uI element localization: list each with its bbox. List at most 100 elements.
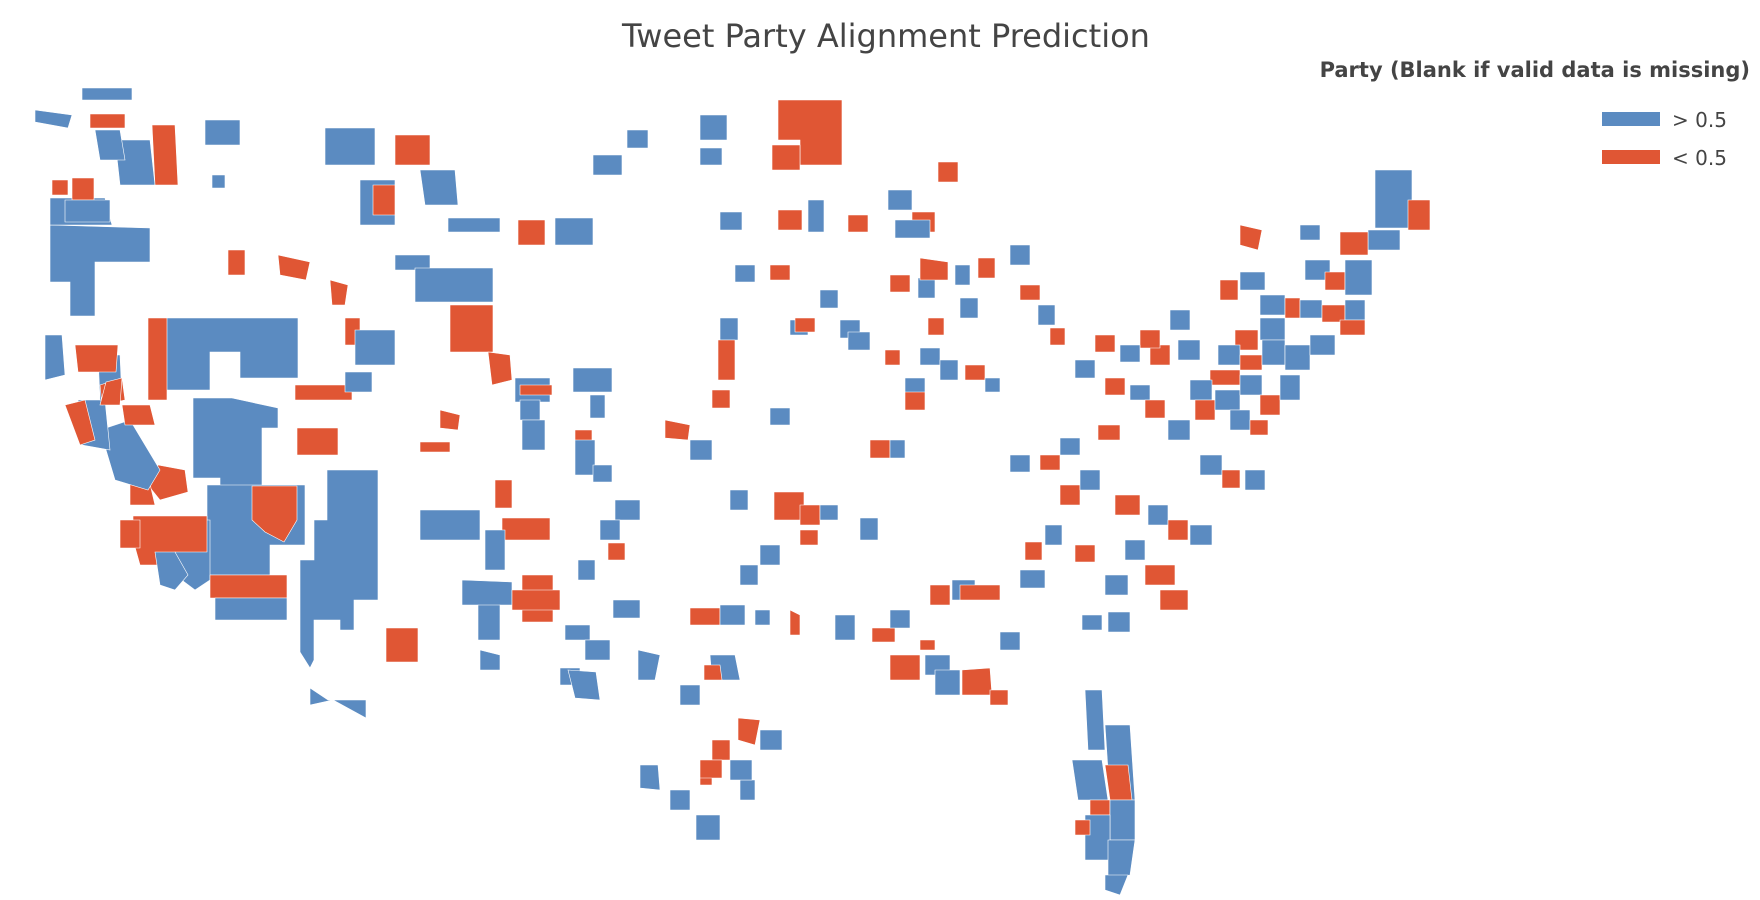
- county-region[interactable]: [1149, 344, 1171, 366]
- county-region[interactable]: [511, 589, 561, 611]
- county-region[interactable]: [719, 604, 746, 626]
- county-region[interactable]: [501, 517, 551, 541]
- county-region[interactable]: [554, 217, 594, 246]
- county-region[interactable]: [1037, 304, 1056, 326]
- county-region[interactable]: [1019, 569, 1046, 589]
- county-region[interactable]: [89, 113, 126, 129]
- county-region[interactable]: [887, 189, 913, 211]
- county-region[interactable]: [739, 779, 756, 801]
- county-region[interactable]: [695, 814, 721, 841]
- county-region[interactable]: [934, 669, 961, 696]
- county-region[interactable]: [977, 257, 996, 279]
- county-region[interactable]: [477, 604, 501, 641]
- county-region[interactable]: [1009, 454, 1031, 473]
- county-region[interactable]: [637, 649, 661, 681]
- county-region[interactable]: [74, 344, 119, 373]
- county-region[interactable]: [449, 304, 494, 353]
- county-region[interactable]: [71, 177, 95, 201]
- county-region[interactable]: [1299, 224, 1321, 241]
- county-region[interactable]: [1097, 424, 1121, 441]
- county-region[interactable]: [729, 759, 753, 781]
- county-region[interactable]: [599, 519, 621, 541]
- county-region[interactable]: [719, 317, 739, 341]
- county-region[interactable]: [989, 689, 1009, 706]
- county-region[interactable]: [1024, 541, 1043, 561]
- county-region[interactable]: [1339, 319, 1366, 336]
- county-region[interactable]: [1104, 764, 1133, 801]
- county-region[interactable]: [1189, 524, 1213, 546]
- county-region[interactable]: [1079, 469, 1101, 491]
- county-region[interactable]: [734, 264, 756, 283]
- county-region[interactable]: [919, 639, 936, 651]
- county-region[interactable]: [847, 331, 871, 351]
- county-region[interactable]: [889, 274, 911, 293]
- county-region[interactable]: [1144, 564, 1176, 586]
- county-region[interactable]: [919, 347, 941, 366]
- county-region[interactable]: [1239, 354, 1263, 371]
- county-region[interactable]: [964, 364, 986, 381]
- county-region[interactable]: [1044, 524, 1063, 546]
- county-region[interactable]: [1167, 419, 1191, 441]
- county-region[interactable]: [717, 339, 736, 381]
- county-region[interactable]: [1104, 574, 1129, 596]
- county-region[interactable]: [699, 147, 723, 166]
- county-region[interactable]: [689, 439, 713, 461]
- county-region[interactable]: [1019, 284, 1041, 301]
- county-region[interactable]: [737, 717, 761, 746]
- county-region[interactable]: [984, 377, 1001, 393]
- legend-item-above[interactable]: > 0.5: [1602, 108, 1727, 132]
- county-region[interactable]: [484, 529, 506, 571]
- county-region[interactable]: [251, 485, 298, 543]
- county-region[interactable]: [51, 179, 69, 196]
- county-region[interactable]: [574, 439, 596, 476]
- county-region[interactable]: [759, 544, 781, 566]
- county-region[interactable]: [419, 441, 451, 453]
- county-region[interactable]: [669, 789, 691, 811]
- county-region[interactable]: [884, 349, 901, 366]
- county-region[interactable]: [164, 317, 299, 391]
- county-region[interactable]: [894, 219, 931, 239]
- county-region[interactable]: [419, 509, 481, 541]
- county-region[interactable]: [227, 249, 246, 276]
- county-region[interactable]: [889, 654, 921, 681]
- county-region[interactable]: [919, 257, 949, 281]
- county-region[interactable]: [1249, 419, 1269, 436]
- county-region[interactable]: [1344, 259, 1373, 296]
- county-region[interactable]: [1194, 399, 1216, 421]
- county-region[interactable]: [211, 174, 226, 189]
- county-region[interactable]: [1104, 377, 1126, 396]
- county-region[interactable]: [1119, 344, 1141, 363]
- county-region[interactable]: [1279, 374, 1301, 401]
- county-region[interactable]: [1059, 437, 1081, 456]
- county-region[interactable]: [1139, 329, 1161, 349]
- county-region[interactable]: [34, 109, 73, 129]
- county-region[interactable]: [577, 559, 596, 581]
- county-region[interactable]: [447, 217, 501, 233]
- county-region[interactable]: [44, 334, 66, 381]
- county-region[interactable]: [699, 114, 728, 141]
- county-region[interactable]: [494, 479, 513, 509]
- county-region[interactable]: [564, 624, 591, 641]
- county-region[interactable]: [1177, 339, 1201, 361]
- county-region[interactable]: [1074, 544, 1096, 563]
- county-region[interactable]: [777, 209, 803, 231]
- county-region[interactable]: [869, 439, 891, 459]
- county-region[interactable]: [1081, 614, 1103, 631]
- county-region[interactable]: [296, 427, 339, 456]
- county-region[interactable]: [773, 491, 805, 521]
- county-region[interactable]: [49, 224, 151, 317]
- county-region[interactable]: [1209, 369, 1241, 386]
- county-region[interactable]: [819, 289, 839, 309]
- county-region[interactable]: [1339, 231, 1369, 256]
- county-region[interactable]: [1229, 409, 1251, 431]
- county-region[interactable]: [1324, 271, 1346, 291]
- county-region[interactable]: [1261, 339, 1286, 366]
- county-region[interactable]: [939, 359, 959, 381]
- county-region[interactable]: [754, 609, 771, 626]
- county-region[interactable]: [819, 504, 839, 521]
- county-region[interactable]: [612, 599, 641, 619]
- county-region[interactable]: [479, 649, 501, 671]
- county-region[interactable]: [99, 377, 123, 406]
- county-region[interactable]: [959, 584, 1001, 601]
- county-region[interactable]: [999, 631, 1021, 651]
